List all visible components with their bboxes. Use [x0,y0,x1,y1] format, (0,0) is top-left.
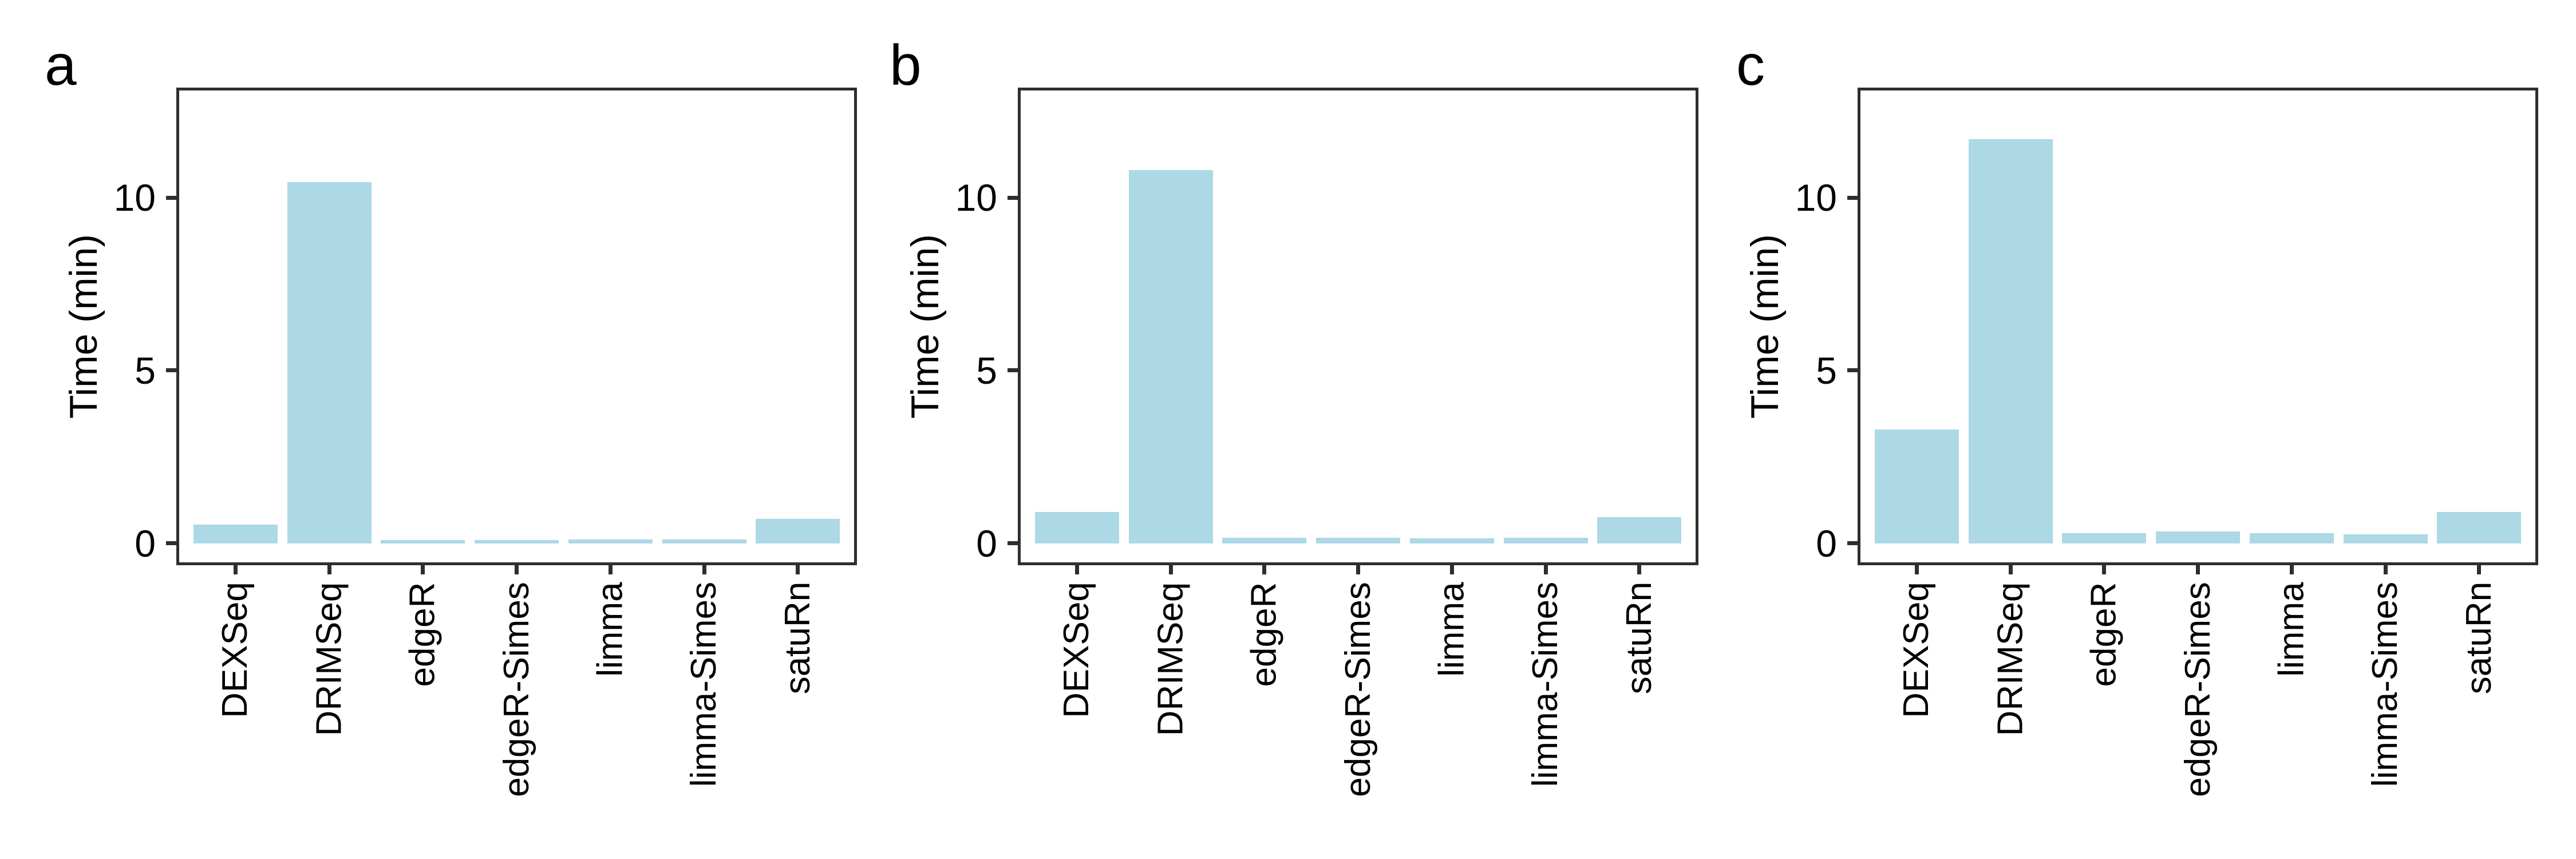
x-axis-tick [234,565,238,574]
y-axis-tick [1847,541,1858,545]
x-axis-tick-label-edgeR-Simes: edgeR-Simes [2178,582,2218,797]
y-axis-tick-label: 0 [976,522,997,565]
y-axis-tick [1847,368,1858,372]
bar-limma [1410,538,1494,543]
x-axis-tick [421,565,425,574]
x-axis-tick-label-edgeR-Simes: edgeR-Simes [496,582,536,797]
x-axis-tick [327,565,331,574]
x-axis-tick [702,565,706,574]
panel-label-a: a [45,33,77,97]
y-axis-tick-label: 5 [135,349,156,392]
y-axis-tick-label: 10 [113,176,156,219]
y-axis-tick [166,541,176,545]
panel-label-b: b [890,33,922,97]
x-axis-tick-label-limma-Simes: limma-Simes [684,581,724,787]
x-axis-tick-label-DRIMSeq: DRIMSeq [1990,582,2030,736]
x-axis-tick-label-satuRn: satuRn [2459,581,2499,695]
x-axis-tick-label-limma-Simes: limma-Simes [2365,581,2405,787]
bar-DEXSeq [1035,512,1119,543]
y-axis-title-b: Time (min) [903,234,947,419]
x-axis-tick-label-limma-Simes: limma-Simes [1526,581,1566,787]
y-axis-tick [1008,541,1018,545]
bar-edgeR-Simes [1316,538,1400,543]
x-axis-tick [1262,565,1266,574]
bar-DRIMSeq [1969,139,2053,543]
x-axis-tick-label-DEXSeq: DEXSeq [1056,582,1096,718]
plot-area-a [176,88,857,565]
x-axis-tick-label-limma: limma [1432,582,1472,677]
y-axis-tick [1008,368,1018,372]
x-axis-tick [1637,565,1641,574]
bar-edgeR-Simes [475,540,559,543]
y-axis-title-a: Time (min) [62,234,106,419]
y-axis-tick-label: 0 [1816,522,1837,565]
y-axis-tick-label: 5 [976,349,997,392]
x-axis-tick-label-satuRn: satuRn [778,581,818,695]
bar-limma-Simes [2344,534,2428,543]
x-axis-tick [1169,565,1173,574]
x-axis-tick [2102,565,2106,574]
y-axis-tick [166,196,176,200]
y-axis-title-c: Time (min) [1743,234,1787,419]
bar-limma-Simes [1504,538,1588,543]
x-axis-tick-label-limma: limma [2271,582,2312,677]
y-axis-tick [1847,196,1858,200]
x-axis-tick-label-edgeR: edgeR [402,582,442,687]
x-axis-tick-label-satuRn: satuRn [1619,581,1660,695]
bar-satuRn [1597,517,1681,543]
x-axis-tick-label-DRIMSeq: DRIMSeq [309,582,349,736]
y-axis-tick-label: 0 [135,522,156,565]
bar-DRIMSeq [287,182,372,543]
plot-area-c [1858,88,2538,565]
bar-edgeR [1222,538,1306,543]
y-axis-tick [1008,196,1018,200]
x-axis-tick [2009,565,2013,574]
x-axis-tick [1544,565,1548,574]
bar-DEXSeq [193,525,278,543]
bar-edgeR-Simes [2156,531,2240,543]
x-axis-tick [609,565,613,574]
x-axis-tick [2384,565,2388,574]
y-axis-tick-label: 10 [955,176,997,219]
x-axis-tick-label-limma: limma [590,582,630,677]
x-axis-tick-label-edgeR: edgeR [2084,582,2124,687]
x-axis-tick [2477,565,2481,574]
x-axis-tick [796,565,800,574]
x-axis-tick-label-edgeR-Simes: edgeR-Simes [1338,582,1378,797]
x-axis-tick-label-DEXSeq: DEXSeq [215,582,255,718]
x-axis-tick [515,565,519,574]
x-axis-tick-label-DRIMSeq: DRIMSeq [1151,582,1191,736]
bar-DEXSeq [1875,430,1959,543]
bar-satuRn [756,519,840,543]
bar-edgeR [2062,533,2146,543]
x-axis-tick [1356,565,1360,574]
x-axis-tick-label-DEXSeq: DEXSeq [1896,582,1936,718]
bar-satuRn [2437,512,2521,543]
y-axis-tick [166,368,176,372]
panel-label-c: c [1736,33,1765,97]
bar-limma [568,539,653,543]
x-axis-tick [1915,565,1919,574]
bar-limma-Simes [662,539,746,543]
bar-DRIMSeq [1129,170,1213,543]
x-axis-tick [2290,565,2294,574]
bar-edgeR [381,540,465,543]
x-axis-tick [1450,565,1454,574]
x-axis-tick [2196,565,2200,574]
y-axis-tick-label: 5 [1816,349,1837,392]
plot-area-b [1018,88,1698,565]
x-axis-tick [1075,565,1079,574]
bar-limma [2250,533,2334,543]
x-axis-tick-label-edgeR: edgeR [1244,582,1284,687]
y-axis-tick-label: 10 [1795,176,1837,219]
